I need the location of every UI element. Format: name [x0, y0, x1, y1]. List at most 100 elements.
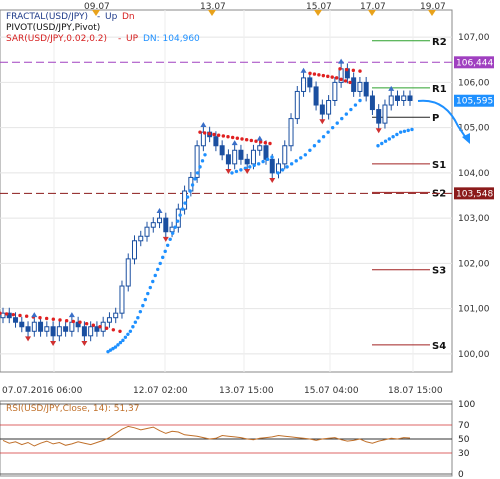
y-tick-label: 102,00 [458, 259, 490, 269]
pivot-level-label: R2 [432, 37, 447, 48]
sar-dot-up [340, 116, 344, 121]
candle-body [369, 95, 375, 111]
sar-dot-down [308, 71, 312, 76]
fractal-up-marker [338, 58, 345, 64]
rsi-line [2, 425, 411, 447]
candle-body [75, 321, 81, 328]
sar-dot-down [111, 328, 116, 332]
sar-dot-up [173, 225, 177, 229]
candle-body [382, 104, 388, 124]
sar-dot-up [168, 237, 172, 241]
sar-dot-up [141, 303, 145, 308]
sar-dot-up [156, 267, 160, 272]
legend-fractal-sep: - [97, 12, 100, 22]
sar-dot-down [258, 140, 263, 144]
candle-body [163, 217, 169, 233]
candle-body [194, 145, 200, 178]
sar-dot-up [195, 171, 200, 175]
rsi-tick-label: 0 [458, 470, 464, 479]
candles [0, 63, 413, 342]
candle-body [157, 217, 163, 224]
sar-dot-down [4, 312, 9, 316]
candle-body [150, 222, 156, 228]
top-date-marker [314, 10, 322, 16]
sar-dot-up [175, 219, 180, 223]
rsi-tick-label: 30 [458, 449, 470, 459]
sar-dot-up [344, 112, 349, 116]
legend-fractal-name: FRACTAL(USD/JPY) [6, 12, 88, 22]
sar-dot-up [256, 162, 261, 166]
sar-dot-up [158, 261, 162, 266]
sar-dot-up [113, 345, 118, 349]
candle-body [63, 326, 69, 332]
sar-dot-down [268, 141, 272, 146]
sar-dot-up [193, 177, 197, 181]
sar-dot-down [343, 79, 348, 83]
x-tick-label: 13.07 15:00 [219, 386, 274, 396]
y-tick-label: 100,00 [458, 350, 490, 360]
rsi-tick-label: 70 [458, 421, 470, 431]
candle-body [351, 77, 357, 92]
sar-dot-up [358, 98, 362, 103]
sar-dot-down [326, 74, 330, 79]
sar-dot-up [289, 162, 294, 166]
sar-dot-up [106, 349, 110, 354]
sar-dot-down [330, 75, 334, 79]
candle-body [313, 86, 319, 106]
candle-body [138, 235, 144, 242]
pivot-levels: R2 R1 P S1 S2 S3 S4 [0, 37, 452, 352]
sar-dot-up [111, 346, 115, 351]
sar-dot-up [383, 139, 388, 143]
sar-dot-down [226, 135, 230, 139]
candle-body [25, 326, 31, 332]
sar-dot-up [165, 243, 170, 247]
sar-dot-down [71, 319, 76, 324]
sar-dot-up [387, 137, 392, 141]
candle-body [50, 326, 56, 337]
fractal-up-marker [300, 67, 307, 73]
pivot-level-label: S2 [432, 188, 446, 199]
fractal-up-marker [200, 122, 207, 128]
sar-dot-up [121, 338, 125, 343]
sar-dot-up [108, 348, 113, 352]
sar-dot-down [244, 138, 249, 142]
sar-dot-down [91, 323, 96, 327]
sar-dot-up [326, 130, 330, 134]
legend-sar-name: SAR(USD/JPY,0.02,0.2) [6, 34, 107, 44]
top-date-marker [368, 10, 376, 16]
fractal-up-marker [256, 135, 263, 141]
sar-dot-up [190, 183, 195, 187]
sar-dot-down [38, 316, 42, 320]
sar-dot-up [183, 201, 187, 205]
sar-dot-down [221, 134, 226, 138]
candle-body [269, 158, 275, 174]
top-date-label: 19.07 [420, 2, 446, 12]
y-tick-label: 107,00 [458, 33, 490, 43]
sar-dot-up [265, 157, 270, 162]
legend: FRACTAL(USD/JPY) - Up Dn PIVOT(USD/JPY,P… [6, 12, 200, 44]
fractal-down-marker [162, 236, 169, 242]
sar-dot-up [188, 189, 192, 193]
price-labels: 106,444 105,595 103,548 [454, 56, 494, 200]
sar-dot-up [200, 159, 205, 163]
sar-dot-up [163, 249, 167, 254]
sar-dot-down [64, 319, 69, 323]
sar-dot-down [344, 67, 349, 72]
sar-dot-up [151, 279, 155, 284]
sar-dot-up [380, 141, 384, 146]
sar-dot-up [280, 168, 285, 172]
rsi-label: RSI(USD/JPY,Close, 14): 51,37 [6, 404, 140, 414]
top-date-label: 09.07 [84, 2, 110, 12]
fractal-down-marker [319, 119, 326, 125]
sar-dot-down [212, 132, 216, 137]
sar-dot-down [98, 325, 102, 329]
candle-body [394, 95, 400, 101]
sar-dot-up [376, 144, 380, 148]
fractal-up-marker [68, 312, 75, 318]
sar-dot-down [334, 76, 339, 80]
sar-dot-up [353, 103, 358, 107]
fractal-down-marker [269, 178, 276, 184]
sar-dot-up [312, 144, 317, 148]
sar-dot-up [143, 297, 148, 302]
